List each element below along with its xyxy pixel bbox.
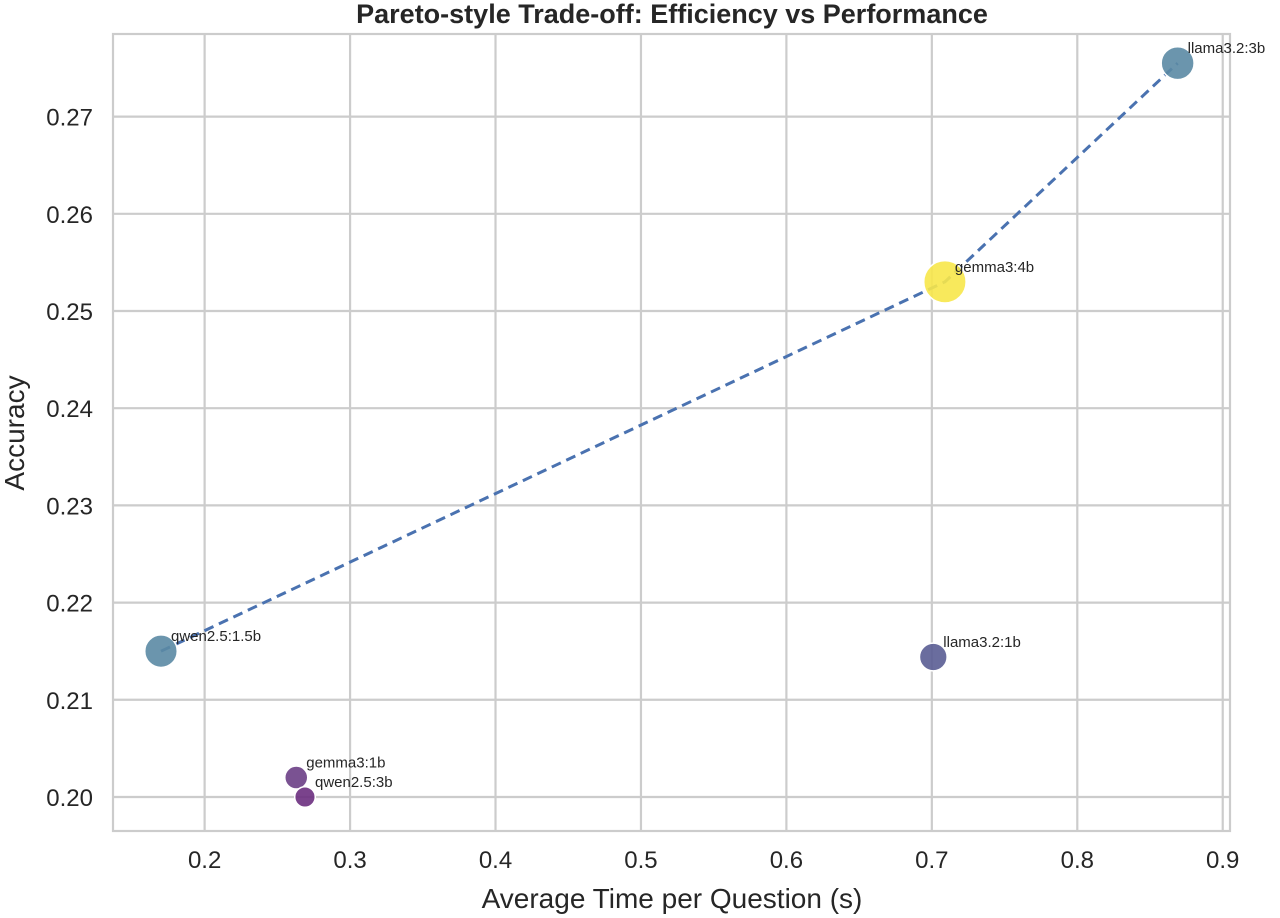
y-tick-label: 0.24 — [46, 396, 93, 423]
point-label: gemma3:4b — [955, 259, 1034, 276]
point-label: qwen2.5:1.5b — [171, 628, 261, 645]
x-tick-label: 0.9 — [1206, 847, 1239, 874]
point-label: llama3.2:3b — [1188, 40, 1266, 57]
y-tick-label: 0.23 — [46, 493, 93, 520]
pareto-frontier — [160, 62, 1179, 653]
data-point — [143, 634, 179, 669]
x-axis-label: Average Time per Question (s) — [482, 883, 863, 914]
x-tick-label: 0.4 — [479, 847, 512, 874]
chart-title: Pareto-style Trade-off: Efficiency vs Pe… — [356, 0, 988, 29]
point-label: llama3.2:1b — [943, 634, 1021, 651]
y-tick-label: 0.22 — [46, 591, 93, 618]
y-tick-label: 0.27 — [46, 105, 93, 132]
point-label: qwen2.5:3b — [315, 774, 393, 791]
data-points — [143, 45, 1195, 809]
y-tick-label: 0.20 — [46, 785, 93, 812]
x-tick-label: 0.7 — [915, 847, 948, 874]
x-tick-label: 0.3 — [333, 847, 366, 874]
data-point — [918, 642, 948, 672]
point-labels: qwen2.5:1.5b gemma3:1b qwen2.5:3b llama3.2:… — [171, 40, 1265, 791]
y-tick-label: 0.21 — [46, 688, 93, 715]
grid-lines — [113, 34, 1230, 831]
data-point — [1160, 45, 1195, 81]
y-axis-label: Accuracy — [0, 375, 30, 490]
y-tick-label: 0.25 — [46, 299, 93, 326]
frontier-line — [160, 62, 1179, 653]
data-point — [293, 785, 317, 809]
plot-frame — [111, 32, 1232, 833]
data-point — [922, 259, 967, 304]
point-label: gemma3:1b — [306, 755, 385, 772]
data-point — [284, 765, 309, 790]
x-tick-label: 0.8 — [1061, 847, 1094, 874]
y-tick-labels: 0.20 0.21 0.22 0.23 0.24 0.25 0.26 0.27 — [46, 105, 93, 812]
y-tick-label: 0.26 — [46, 202, 93, 229]
x-tick-label: 0.5 — [624, 847, 657, 874]
x-tick-label: 0.2 — [188, 847, 221, 874]
x-tick-labels: 0.2 0.3 0.4 0.5 0.6 0.7 0.8 0.9 — [188, 847, 1239, 874]
x-tick-label: 0.6 — [770, 847, 803, 874]
